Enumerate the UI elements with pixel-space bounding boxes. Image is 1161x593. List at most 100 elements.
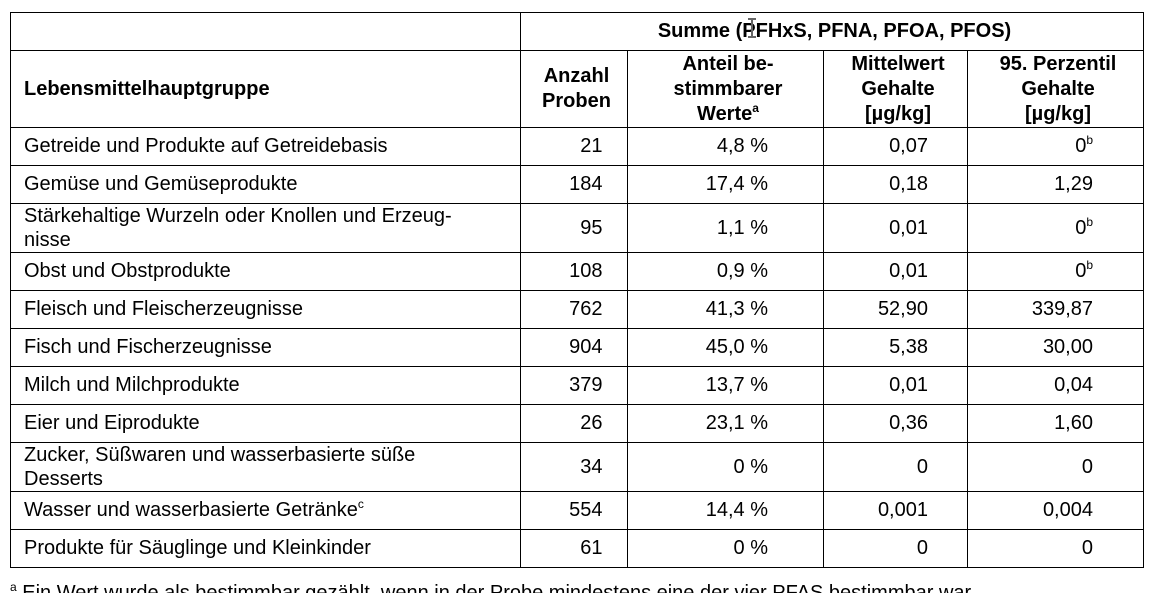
cell-count: 184 <box>520 165 628 204</box>
cell-p95-sup: b <box>1086 133 1093 147</box>
table-group-header-row: Summe (PFHxS, PFNA, PFOA, PFOS) <box>10 12 1145 51</box>
cell-mean-value: 0,01 <box>889 260 928 282</box>
cell-category: Gemüse und Gemüseprodukte <box>10 165 521 204</box>
header-mean-line1: Mittelwert <box>851 52 945 75</box>
header-share: Anteil be- stimmbarer Wertea <box>627 50 824 128</box>
footnote-marker: a <box>10 580 17 593</box>
cell-count: 554 <box>520 491 628 530</box>
cell-category-sup: c <box>357 497 364 511</box>
header-category: Lebensmittelhauptgruppe <box>10 50 521 128</box>
cell-category-line1: Zucker, Süßwaren und wasserbasierte süße <box>24 444 416 466</box>
header-count-line2: Proben <box>542 90 611 112</box>
cell-count: 379 <box>520 366 628 405</box>
cell-count-value: 762 <box>569 298 603 320</box>
cell-share-value: 23,1 % <box>705 412 768 434</box>
cell-p95-value: 0 <box>1081 456 1093 478</box>
cell-p95-value: 1,29 <box>1054 173 1093 195</box>
table-row: Milch und Milchprodukte 379 13,7 % 0,01 … <box>10 366 1145 405</box>
header-share-sup: a <box>752 100 759 115</box>
cell-count: 904 <box>520 328 628 367</box>
cell-p95-value: 0b <box>1023 259 1093 284</box>
cell-share-value: 41,3 % <box>705 298 768 320</box>
cell-p95: 1,29 <box>966 165 1145 204</box>
cell-share-value: 45,0 % <box>705 336 768 358</box>
cell-share: 14,4 % <box>627 491 824 530</box>
cell-share: 23,1 % <box>627 404 824 443</box>
cell-p95: 1,60 <box>966 404 1145 443</box>
cell-count: 762 <box>520 290 628 329</box>
cell-share: 0 % <box>627 442 824 492</box>
group-header-summe: Summe (PFHxS, PFNA, PFOA, PFOS) <box>519 12 1145 51</box>
cell-count: 21 <box>520 127 628 166</box>
cell-count: 34 <box>520 442 628 492</box>
header-share-line3-text: Werte <box>697 102 753 125</box>
cell-category: Fisch und Fischerzeugnisse <box>10 328 521 367</box>
cell-p95-sup: b <box>1086 258 1093 272</box>
table-row: Eier und Eiprodukte 26 23,1 % 0,36 1,60 <box>10 404 1145 443</box>
cell-p95: 0 <box>966 529 1145 568</box>
cell-mean: 0,36 <box>823 404 968 443</box>
cell-category-line1: Stärkehaltige Wurzeln oder Knollen und E… <box>24 205 452 227</box>
cell-mean: 52,90 <box>823 290 968 329</box>
cell-mean: 0,01 <box>823 366 968 405</box>
cell-mean: 0,01 <box>823 252 968 291</box>
cell-mean: 0,001 <box>823 491 968 530</box>
cell-p95-value: 0,004 <box>1042 499 1093 521</box>
cell-p95: 0 <box>966 442 1145 492</box>
header-p95-line1: 95. Perzentil <box>999 52 1117 75</box>
header-p95: 95. Perzentil Gehalte [µg/kg] <box>966 50 1145 128</box>
cell-category: Produkte für Säuglinge und Kleinkinder <box>10 529 521 568</box>
cell-mean-value: 0,01 <box>889 374 928 396</box>
cell-category-line2: nisse <box>24 229 71 251</box>
cell-count: 61 <box>520 529 628 568</box>
cell-p95: 0b <box>966 127 1145 166</box>
cell-mean-value: 0 <box>916 537 928 559</box>
table-row: Fisch und Fischerzeugnisse 904 45,0 % 5,… <box>10 328 1145 367</box>
cell-count: 95 <box>520 203 628 253</box>
cell-share: 4,8 % <box>627 127 824 166</box>
cell-count: 108 <box>520 252 628 291</box>
cell-p95-text: 0 <box>1075 135 1087 157</box>
cell-mean: 0,07 <box>823 127 968 166</box>
header-mean: Mittelwert Gehalte [µg/kg] <box>823 50 968 128</box>
cell-count-value: 26 <box>580 412 603 434</box>
table-column-header-row: Lebensmittelhauptgruppe Anzahl Proben An… <box>10 50 1145 128</box>
cell-p95-value: 0 <box>1081 537 1093 559</box>
cell-p95-value: 1,60 <box>1054 412 1093 434</box>
cell-category: Zucker, Süßwaren und wasserbasierte süße… <box>10 442 521 492</box>
cell-category: Getreide und Produkte auf Getreidebasis <box>10 127 521 166</box>
cell-category: Obst und Obstprodukte <box>10 252 521 291</box>
cell-category: Wasser und wasserbasierte Getränkec <box>10 491 521 530</box>
cell-mean: 0 <box>823 529 968 568</box>
cell-p95: 0b <box>966 252 1145 291</box>
cell-mean-value: 0,18 <box>889 173 928 195</box>
cell-share: 17,4 % <box>627 165 824 204</box>
cell-count-value: 379 <box>569 374 603 396</box>
cell-share: 1,1 % <box>627 203 824 253</box>
cell-count: 26 <box>520 404 628 443</box>
cell-share: 13,7 % <box>627 366 824 405</box>
header-share-line3: Wertea <box>641 102 815 127</box>
header-share-line1: Anteil be- <box>682 52 774 75</box>
cell-mean: 5,38 <box>823 328 968 367</box>
cell-p95: 339,87 <box>966 290 1145 329</box>
cell-count-value: 61 <box>580 537 603 559</box>
footnote: a Ein Wert wurde als bestimmbar gezählt,… <box>10 581 976 593</box>
header-p95-line2: Gehalte <box>1021 77 1095 100</box>
cell-share: 0,9 % <box>627 252 824 291</box>
cell-category-text: Wasser und wasserbasierte Getränke <box>24 499 358 521</box>
cell-mean-value: 52,90 <box>877 298 928 320</box>
header-mean-line3: [µg/kg] <box>865 102 931 125</box>
cell-mean: 0,01 <box>823 203 968 253</box>
table-row: Fleisch und Fleischerzeugnisse 762 41,3 … <box>10 290 1145 329</box>
cell-category: Fleisch und Fleischerzeugnisse <box>10 290 521 329</box>
header-mean-line2: Gehalte <box>861 77 935 100</box>
cell-share: 0 % <box>627 529 824 568</box>
cell-mean-value: 0,36 <box>889 412 928 434</box>
cell-p95-value: 0b <box>1023 134 1093 159</box>
cell-share: 41,3 % <box>627 290 824 329</box>
cell-share: 45,0 % <box>627 328 824 367</box>
cell-p95-text: 0 <box>1075 217 1087 239</box>
header-empty-cell <box>10 12 521 51</box>
